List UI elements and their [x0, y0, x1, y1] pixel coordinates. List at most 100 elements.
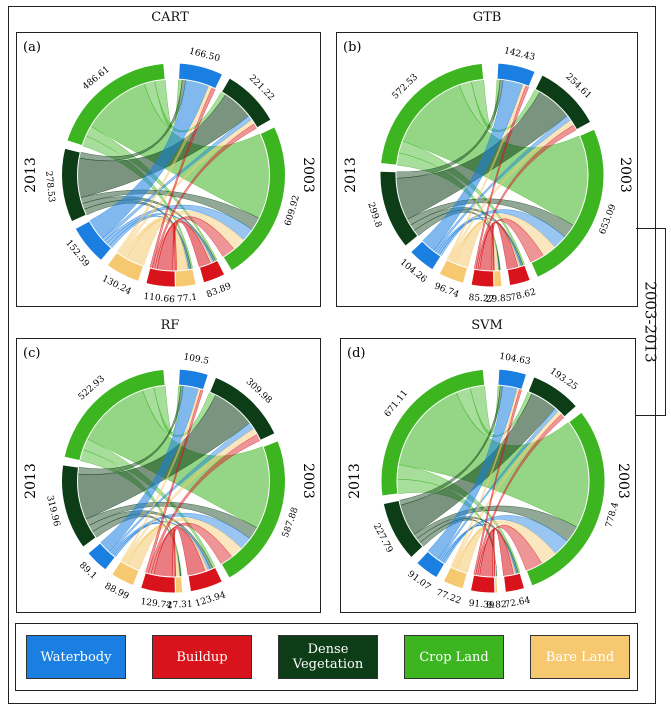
value-label-bare-2003: 77.1 — [177, 293, 198, 305]
arc-crop-2013 — [66, 62, 166, 147]
value-label-buildup-2003: 83.89 — [205, 281, 233, 300]
legend-item-bare-land: Bare Land — [530, 635, 630, 679]
arc-bare-2003 — [494, 576, 499, 594]
arc-crop-2013 — [380, 62, 485, 166]
arc-waterbody-2013 — [74, 220, 113, 262]
value-label-buildup-2013: 110.66 — [143, 292, 176, 306]
panel-label: (c) — [23, 346, 40, 361]
panel-label: (a) — [23, 40, 41, 55]
arc-dense-2003 — [220, 77, 272, 129]
value-label-crop-2003: 653.09 — [598, 203, 619, 236]
panel-title-gtb: GTB — [472, 10, 502, 25]
arc-dense-2003 — [208, 376, 276, 441]
side-label-text: 2003-2013 — [642, 281, 661, 363]
arc-waterbody-2003 — [177, 62, 224, 90]
value-label-dense-2013: 319.96 — [44, 495, 61, 528]
arc-waterbody-2013 — [416, 550, 446, 579]
panel-label: (d) — [347, 346, 365, 361]
value-label-bare-2003: 27.31 — [167, 600, 193, 611]
ribbons — [77, 384, 270, 578]
ribbons — [77, 78, 270, 272]
value-label-dense-2013: 278.53 — [43, 171, 56, 204]
arc-crop-2003 — [525, 411, 606, 587]
legend-item-crop-land: Crop Land — [404, 635, 504, 679]
value-label-bare-2013: 88.99 — [103, 581, 131, 602]
year-label-2013: 2013 — [23, 157, 39, 193]
value-label-waterbody-2003: 142.43 — [503, 46, 536, 63]
value-label-buildup-2013: 85.27 — [468, 293, 495, 305]
year-label-2013: 2013 — [347, 463, 363, 499]
arc-waterbody-2003 — [177, 368, 209, 391]
arc-crop-2003 — [222, 126, 286, 272]
value-label-waterbody-2003: 166.50 — [188, 47, 221, 65]
arc-buildup-2013 — [145, 267, 176, 288]
legend: Waterbody Buildup Dense Vegetation Crop … — [15, 623, 638, 691]
value-label-buildup-2013: 91.39 — [468, 599, 495, 611]
arc-waterbody-2013 — [410, 240, 442, 271]
panel-title-svm: SVM — [471, 318, 503, 333]
value-label-waterbody-2003: 109.5 — [183, 352, 210, 367]
value-label-bare-2003: 9.82 — [486, 600, 506, 611]
legend-label-crop-land: Crop Land — [419, 649, 489, 665]
arc-bare-2003 — [493, 270, 503, 288]
side-label-box — [636, 228, 666, 416]
year-label-2003: 2003 — [615, 463, 631, 499]
arc-dense-2013 — [61, 147, 87, 223]
arc-bare-2013 — [438, 258, 469, 284]
ribbons — [396, 384, 590, 578]
legend-item-buildup: Buildup — [152, 635, 252, 679]
value-label-bare-2013: 77.22 — [435, 588, 463, 607]
value-label-buildup-2003: 72.64 — [504, 596, 531, 611]
value-label-bare-2003: 29.85 — [486, 294, 513, 305]
arc-crop-2013 — [380, 368, 486, 497]
arc-bare-2013 — [111, 560, 140, 587]
panel-label: (b) — [343, 40, 361, 55]
value-label-buildup-2013: 129.74 — [140, 597, 173, 611]
figure-frame — [8, 6, 656, 704]
arc-buildup-2003 — [506, 264, 531, 287]
arc-buildup-2003 — [187, 566, 224, 593]
arc-buildup-2003 — [503, 572, 526, 593]
panel-title-cart: CART — [151, 10, 189, 25]
value-label-buildup-2003: 78.62 — [510, 287, 537, 303]
legend-item-dense-vegetation: Dense Vegetation — [278, 635, 378, 679]
value-label-crop-2003: 587.88 — [281, 506, 301, 539]
arc-buildup-2013 — [470, 268, 495, 288]
panel-title-rf: RF — [160, 318, 180, 333]
value-label-buildup-2003: 123.94 — [194, 590, 227, 609]
arc-waterbody-2003 — [497, 368, 528, 391]
year-label-2003: 2003 — [300, 157, 316, 193]
year-label-2013: 2013 — [23, 463, 39, 499]
arc-bare-2013 — [106, 251, 145, 282]
year-label-2003: 2003 — [300, 463, 316, 499]
chord-panel-cart: (a) 486.61 278.53 152.59 130.24 110.66 77.1 83.… — [16, 32, 321, 307]
arc-dense-2003 — [527, 376, 578, 418]
legend-label-dense-vegetation: Dense Vegetation — [292, 642, 364, 672]
arc-buildup-2013 — [469, 574, 496, 594]
year-label-2013: 2013 — [343, 157, 359, 193]
legend-label-waterbody: Waterbody — [40, 649, 112, 665]
arc-dense-2013 — [382, 499, 424, 559]
ribbons — [395, 78, 589, 272]
arc-bare-2003 — [174, 268, 197, 288]
value-label-dense-2013: 299.8 — [365, 201, 383, 229]
arc-buildup-2013 — [140, 572, 176, 594]
legend-label-buildup: Buildup — [176, 649, 228, 665]
chord-panel-rf: (c) 522.93 319.96 89.1 88.99 129.74 27.31 123.9… — [16, 338, 321, 613]
legend-label-bare-land: Bare Land — [545, 649, 615, 665]
arc-crop-2003 — [220, 440, 286, 579]
value-label-bare-2013: 96.74 — [433, 282, 461, 301]
value-label-crop-2003: 609.92 — [283, 194, 302, 227]
arc-dense-2013 — [379, 170, 419, 247]
arc-bare-2013 — [442, 566, 468, 590]
year-label-2003: 2003 — [617, 157, 633, 193]
value-label-waterbody-2003: 104.63 — [499, 352, 532, 367]
arc-buildup-2003 — [198, 259, 226, 284]
arc-crop-2003 — [530, 128, 605, 278]
chord-panel-gtb: (b) 572.53 299.8 104.26 96.74 85.27 29.85 78.62… — [336, 32, 638, 307]
value-label-crop-2003: 778.4 — [604, 501, 621, 529]
